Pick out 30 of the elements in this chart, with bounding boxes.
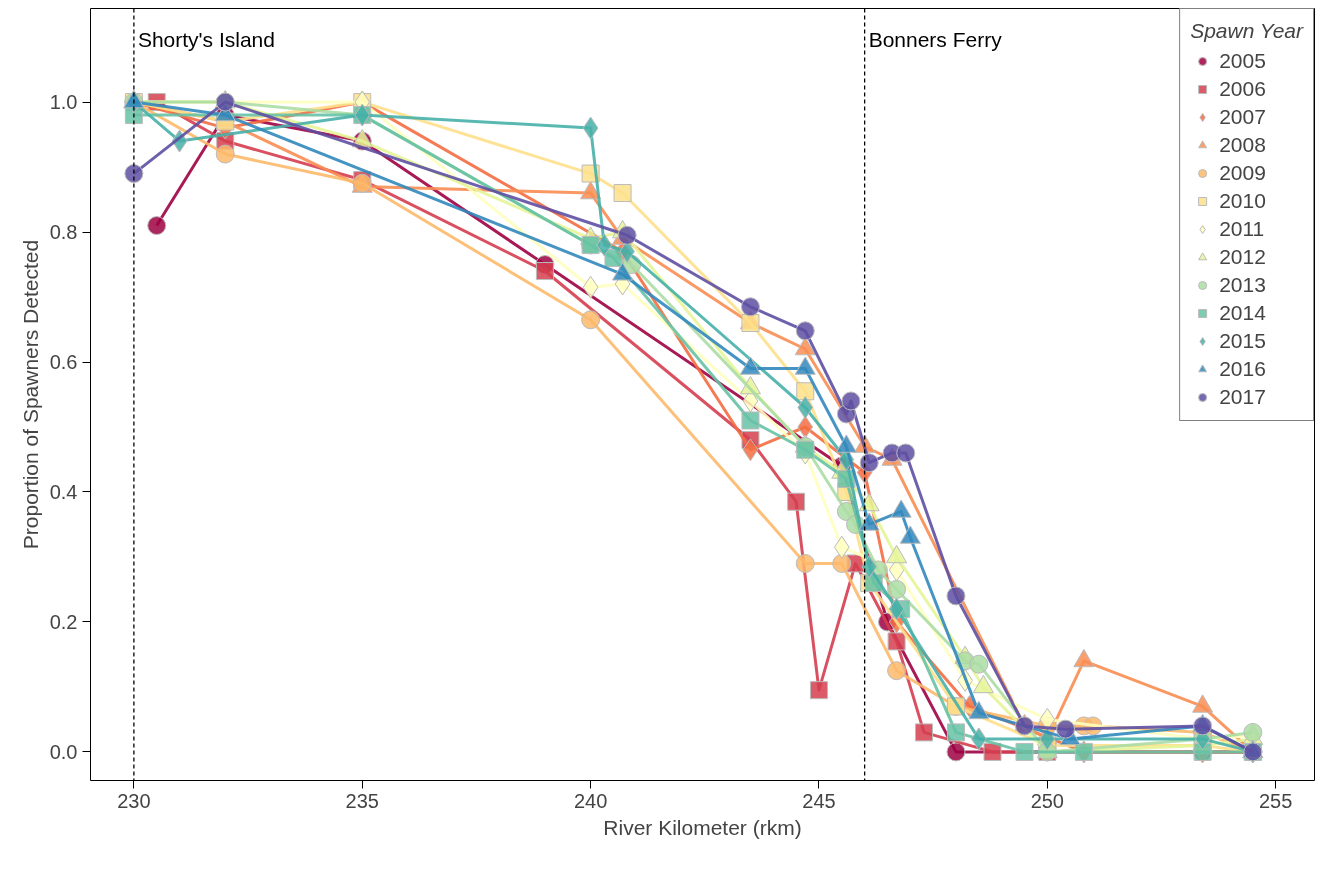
legend-label: 2012 — [1219, 244, 1266, 270]
y-tick-label: 0.0 — [49, 740, 78, 763]
legend-label: 2017 — [1219, 384, 1266, 410]
x-axis-title: River Kilometer (rkm) — [603, 815, 802, 839]
y-axis-title: Proportion of Spawners Detected — [18, 239, 42, 550]
legend-title: Spawn Year — [1190, 19, 1303, 43]
y-tick-label: 0.6 — [49, 351, 78, 374]
x-tick-label: 235 — [345, 789, 379, 812]
legend-label: 2016 — [1219, 356, 1266, 382]
legend-label: 2009 — [1219, 160, 1266, 186]
legend-label: 2008 — [1219, 132, 1266, 158]
y-tick-label: 0.2 — [49, 610, 78, 633]
y-tick-label: 0.8 — [49, 221, 78, 244]
legend-label: 2013 — [1219, 272, 1266, 298]
ref-line-label: Shorty's Island — [137, 27, 275, 51]
legend-label: 2010 — [1219, 188, 1266, 214]
legend-label: 2011 — [1219, 216, 1265, 242]
x-tick-label: 245 — [802, 789, 836, 812]
legend-label: 2005 — [1219, 48, 1266, 74]
x-tick-label: 240 — [573, 789, 608, 812]
x-tick-label: 230 — [117, 789, 151, 812]
legend-label: 2014 — [1219, 300, 1266, 326]
x-tick-label: 250 — [1030, 789, 1065, 812]
ref-line-label: Bonners Ferry — [868, 27, 1003, 51]
legend-label: 2015 — [1219, 328, 1266, 354]
y-tick-label: 0.4 — [49, 480, 78, 503]
legend-label: 2007 — [1219, 104, 1266, 130]
legend-label: 2006 — [1219, 76, 1266, 102]
x-tick-label: 255 — [1258, 789, 1293, 812]
y-tick-label: 1.0 — [49, 91, 78, 114]
